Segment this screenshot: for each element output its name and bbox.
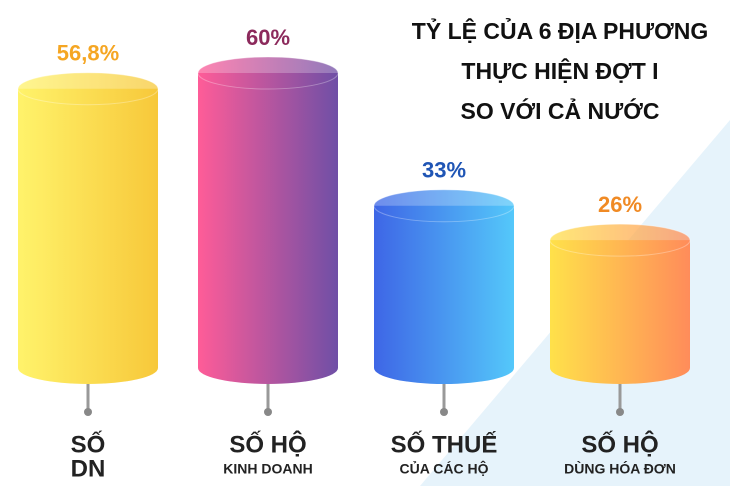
value-label: 56,8% bbox=[57, 41, 119, 66]
cylinder-top bbox=[17, 72, 159, 106]
cylinder bbox=[18, 88, 158, 384]
x-tick-label: CỦA CÁC HỘ bbox=[400, 460, 489, 477]
x-tick-label: DÙNG HÓA ĐƠN bbox=[564, 460, 676, 477]
stem-pin bbox=[440, 408, 448, 416]
cylinder bbox=[550, 240, 690, 384]
cylinder-top bbox=[549, 223, 691, 257]
x-tick-label: DN bbox=[71, 455, 106, 482]
x-tick-label: SỐ HỘ bbox=[229, 430, 306, 458]
value-label: 33% bbox=[422, 158, 466, 183]
cylinder bbox=[374, 205, 514, 384]
chart-title: THỰC HIỆN ĐỢT I bbox=[461, 57, 658, 84]
cylinder-top bbox=[373, 189, 515, 223]
cylinder-top bbox=[197, 56, 339, 90]
chart-title: SO VỚI CẢ NƯỚC bbox=[461, 96, 660, 124]
x-tick-label: SỐ THUẾ bbox=[391, 430, 498, 458]
value-label: 26% bbox=[598, 192, 642, 217]
x-tick-label: SỐ bbox=[71, 430, 106, 458]
chart-title: TỶ LỆ CỦA 6 ĐỊA PHƯƠNG bbox=[412, 16, 708, 44]
stem-pin bbox=[264, 408, 272, 416]
x-tick-label: SỐ HỘ bbox=[581, 430, 658, 458]
cylinder bbox=[198, 73, 338, 384]
x-tick-label: KINH DOANH bbox=[223, 461, 312, 477]
value-label: 60% bbox=[246, 25, 290, 50]
stem-pin bbox=[84, 408, 92, 416]
stem-pin bbox=[616, 408, 624, 416]
